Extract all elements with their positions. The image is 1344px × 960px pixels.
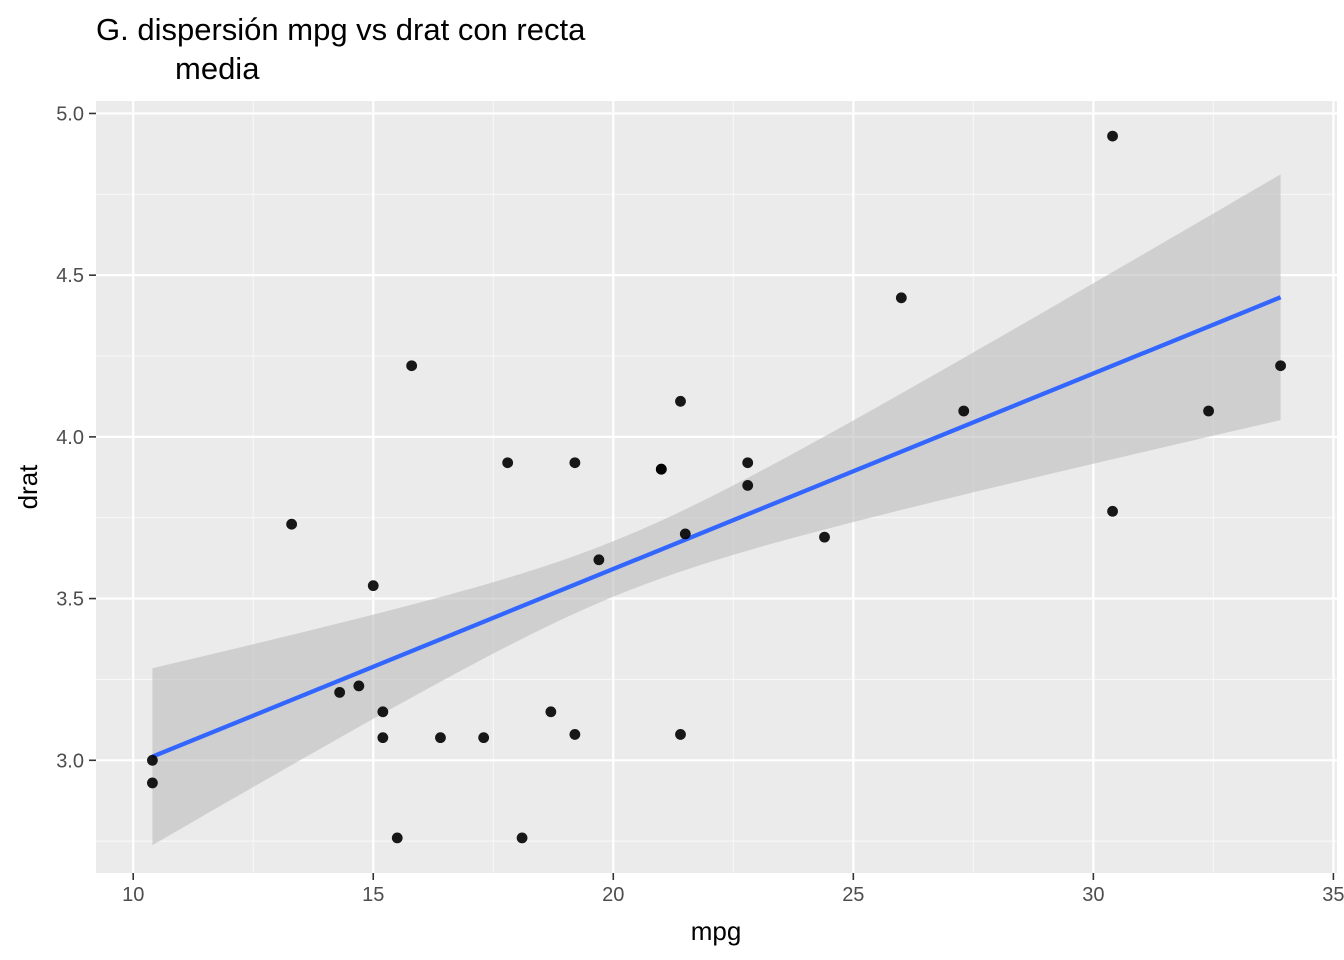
y-tick-label: 3.5 bbox=[56, 589, 84, 611]
data-point-23 bbox=[377, 706, 388, 717]
x-tick-label: 10 bbox=[122, 884, 144, 906]
x-tick-label: 35 bbox=[1322, 884, 1344, 906]
data-point-24 bbox=[286, 519, 297, 530]
data-point-11 bbox=[502, 457, 513, 468]
x-tick-label: 20 bbox=[602, 884, 624, 906]
data-point-3 bbox=[742, 480, 753, 491]
data-point-16 bbox=[147, 755, 158, 766]
data-point-17 bbox=[353, 681, 364, 692]
data-point-13 bbox=[478, 732, 489, 743]
data-point-20 bbox=[1275, 360, 1286, 371]
data-point-7 bbox=[334, 687, 345, 698]
data-point-25 bbox=[569, 729, 580, 740]
y-tick-label: 4.0 bbox=[56, 427, 84, 449]
data-point-28 bbox=[1107, 506, 1118, 517]
chart-title-line-2: media bbox=[175, 51, 260, 86]
data-point-32 bbox=[675, 396, 686, 407]
data-point-29 bbox=[406, 360, 417, 371]
data-point-15 bbox=[147, 778, 158, 789]
data-point-22 bbox=[392, 833, 403, 844]
data-point-5 bbox=[545, 706, 556, 717]
x-tick-label: 25 bbox=[842, 884, 864, 906]
data-point-6 bbox=[517, 833, 528, 844]
x-axis: 10 15 20 25 30 35 bbox=[122, 873, 1344, 906]
data-point-8 bbox=[819, 532, 830, 543]
data-point-19 bbox=[1107, 131, 1118, 142]
y-tick-label: 4.5 bbox=[56, 265, 84, 287]
y-tick-label: 3.0 bbox=[56, 750, 84, 772]
data-point-18 bbox=[1203, 406, 1214, 417]
data-point-30 bbox=[593, 554, 604, 565]
chart-title-line-1: G. dispersión mpg vs drat con recta bbox=[96, 12, 586, 47]
x-axis-title: mpg bbox=[691, 916, 742, 946]
y-axis-title: drat bbox=[13, 464, 43, 510]
data-point-12 bbox=[435, 732, 446, 743]
x-tick-label: 15 bbox=[362, 884, 384, 906]
data-point-26 bbox=[958, 406, 969, 417]
data-point-27 bbox=[896, 292, 907, 303]
data-point-31 bbox=[368, 580, 379, 591]
data-point-4 bbox=[675, 729, 686, 740]
data-point-10 bbox=[569, 457, 580, 468]
data-point-2 bbox=[656, 464, 667, 475]
data-point-9 bbox=[742, 457, 753, 468]
data-point-14 bbox=[377, 732, 388, 743]
y-axis: 3.0 3.5 4.0 4.5 5.0 bbox=[56, 103, 96, 772]
y-tick-label: 5.0 bbox=[56, 103, 84, 125]
x-tick-label: 30 bbox=[1082, 884, 1104, 906]
data-point-21 bbox=[680, 528, 691, 539]
